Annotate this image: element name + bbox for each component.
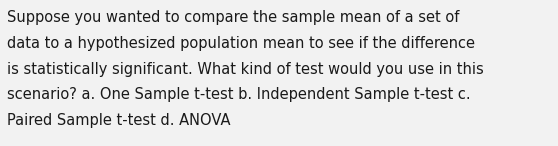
Text: data to a hypothesized population mean to see if the difference: data to a hypothesized population mean t… [7,36,475,51]
Text: Paired Sample t-test d. ANOVA: Paired Sample t-test d. ANOVA [7,113,231,128]
Text: Suppose you wanted to compare the sample mean of a set of: Suppose you wanted to compare the sample… [7,10,460,25]
Text: is statistically significant. What kind of test would you use in this: is statistically significant. What kind … [7,62,484,77]
Text: scenario? a. One Sample t-test b. Independent Sample t-test c.: scenario? a. One Sample t-test b. Indepe… [7,87,471,102]
